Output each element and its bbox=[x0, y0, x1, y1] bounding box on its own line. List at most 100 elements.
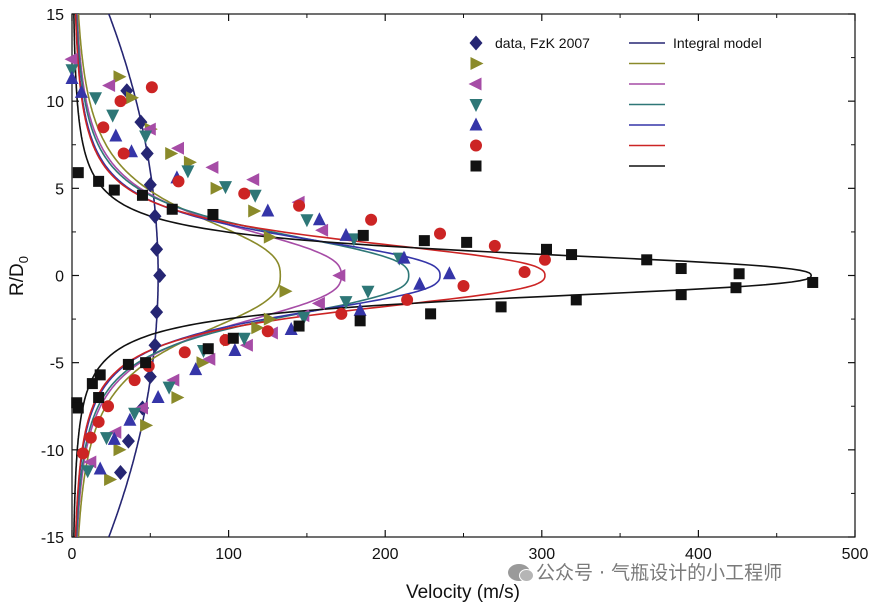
x-tick-label: 500 bbox=[842, 546, 869, 563]
data-point-series-6 bbox=[172, 175, 185, 188]
data-point-series-4 bbox=[339, 296, 353, 310]
data-point-series-6 bbox=[76, 447, 89, 460]
data-point-series-5 bbox=[107, 431, 121, 445]
data-point-series-5 bbox=[228, 343, 242, 356]
data-point-series-6 bbox=[538, 253, 551, 266]
data-point-series-3 bbox=[108, 425, 122, 439]
model-curve-2 bbox=[77, 14, 282, 537]
data-point-series-2 bbox=[251, 321, 265, 335]
data-point-series-7 bbox=[675, 263, 687, 275]
data-point-series-1 bbox=[148, 337, 162, 353]
data-point-series-1 bbox=[121, 433, 135, 449]
x-tick-label: 0 bbox=[68, 546, 77, 563]
data-point-series-7 bbox=[461, 236, 473, 248]
legend-marker-6 bbox=[470, 139, 482, 152]
data-point-series-2 bbox=[248, 204, 262, 218]
data-point-series-7 bbox=[72, 402, 84, 414]
data-points bbox=[64, 52, 819, 486]
x-axis-label: Velocity (m/s) bbox=[406, 582, 520, 603]
data-point-series-7 bbox=[72, 167, 84, 179]
data-point-series-1 bbox=[150, 241, 164, 257]
data-point-series-6 bbox=[335, 307, 348, 320]
wechat-icon bbox=[508, 564, 534, 582]
data-point-series-7 bbox=[122, 358, 134, 370]
data-point-series-4 bbox=[81, 465, 95, 479]
x-tick-label: 200 bbox=[372, 546, 399, 563]
data-point-series-1 bbox=[134, 114, 148, 130]
data-point-series-1 bbox=[143, 177, 157, 193]
data-point-series-7 bbox=[354, 315, 366, 327]
data-point-series-4 bbox=[162, 381, 176, 395]
data-point-series-7 bbox=[495, 301, 507, 313]
data-point-series-7 bbox=[641, 254, 653, 266]
data-point-series-4 bbox=[89, 92, 102, 106]
data-point-series-7 bbox=[108, 184, 120, 196]
data-point-series-2 bbox=[165, 147, 179, 160]
data-point-series-6 bbox=[84, 431, 97, 444]
data-point-series-4 bbox=[361, 285, 375, 299]
data-point-series-4 bbox=[100, 432, 113, 446]
data-point-series-3 bbox=[315, 223, 329, 237]
data-point-series-3 bbox=[64, 52, 78, 66]
data-point-series-6 bbox=[261, 325, 274, 338]
data-point-series-4 bbox=[65, 64, 79, 78]
watermark: 公众号 · 气瓶设计的小工程师 bbox=[508, 558, 782, 585]
data-point-series-2 bbox=[140, 418, 154, 432]
data-point-series-3 bbox=[135, 401, 148, 415]
data-point-series-6 bbox=[102, 400, 115, 413]
data-point-series-2 bbox=[126, 91, 139, 105]
data-point-series-5 bbox=[442, 266, 456, 280]
legend-marker-7 bbox=[470, 160, 482, 172]
data-point-series-4 bbox=[219, 181, 232, 195]
data-point-series-6 bbox=[97, 121, 110, 134]
legend-label-model: Integral model bbox=[673, 35, 762, 51]
legend-label-data: data, FzK 2007 bbox=[495, 35, 590, 51]
data-point-series-3 bbox=[142, 122, 156, 136]
data-point-series-6 bbox=[488, 239, 501, 252]
data-point-series-6 bbox=[178, 346, 191, 359]
legend-marker-2 bbox=[470, 57, 484, 70]
x-tick-label: 100 bbox=[215, 546, 242, 563]
legend-marker-5 bbox=[469, 117, 483, 131]
y-axis-label-main: R/D bbox=[7, 263, 28, 296]
data-point-series-4 bbox=[106, 109, 120, 123]
data-point-series-7 bbox=[202, 343, 214, 355]
data-point-series-5 bbox=[123, 412, 137, 426]
data-point-series-3 bbox=[171, 141, 184, 155]
data-point-series-1 bbox=[143, 369, 157, 385]
data-point-series-2 bbox=[113, 70, 127, 84]
data-point-series-1 bbox=[150, 304, 164, 320]
data-point-series-1 bbox=[153, 268, 167, 283]
data-point-series-5 bbox=[189, 362, 203, 376]
data-point-series-5 bbox=[413, 276, 427, 290]
watermark-text: 公众号 · 气瓶设计的小工程师 bbox=[536, 562, 783, 584]
y-tick-label: 10 bbox=[46, 94, 64, 111]
data-point-series-4 bbox=[297, 311, 311, 325]
model-curve-7 bbox=[73, 14, 813, 537]
data-point-series-4 bbox=[347, 233, 361, 247]
data-point-series-6 bbox=[434, 227, 447, 240]
data-point-series-3 bbox=[239, 338, 253, 352]
data-point-series-2 bbox=[263, 230, 277, 244]
model-curve-6 bbox=[74, 14, 546, 537]
data-point-series-6 bbox=[92, 415, 105, 428]
data-point-series-3 bbox=[83, 455, 97, 469]
x-tick-label: 300 bbox=[528, 546, 555, 563]
data-point-series-6 bbox=[114, 95, 127, 108]
data-point-series-7 bbox=[357, 229, 369, 241]
y-axis-label: R/D0 bbox=[7, 256, 31, 296]
legend-marker-1 bbox=[469, 35, 483, 51]
data-point-series-5 bbox=[353, 302, 367, 316]
data-point-series-5 bbox=[151, 390, 165, 403]
data-point-series-6 bbox=[401, 293, 414, 306]
data-point-series-3 bbox=[246, 173, 260, 187]
data-point-series-2 bbox=[196, 356, 210, 370]
data-point-series-5 bbox=[397, 250, 411, 264]
data-point-series-6 bbox=[238, 187, 251, 200]
legend-marker-4 bbox=[469, 99, 483, 112]
data-point-series-1 bbox=[114, 465, 127, 480]
data-point-series-6 bbox=[518, 266, 531, 279]
data-point-series-7 bbox=[293, 320, 305, 332]
data-point-series-2 bbox=[171, 391, 185, 404]
